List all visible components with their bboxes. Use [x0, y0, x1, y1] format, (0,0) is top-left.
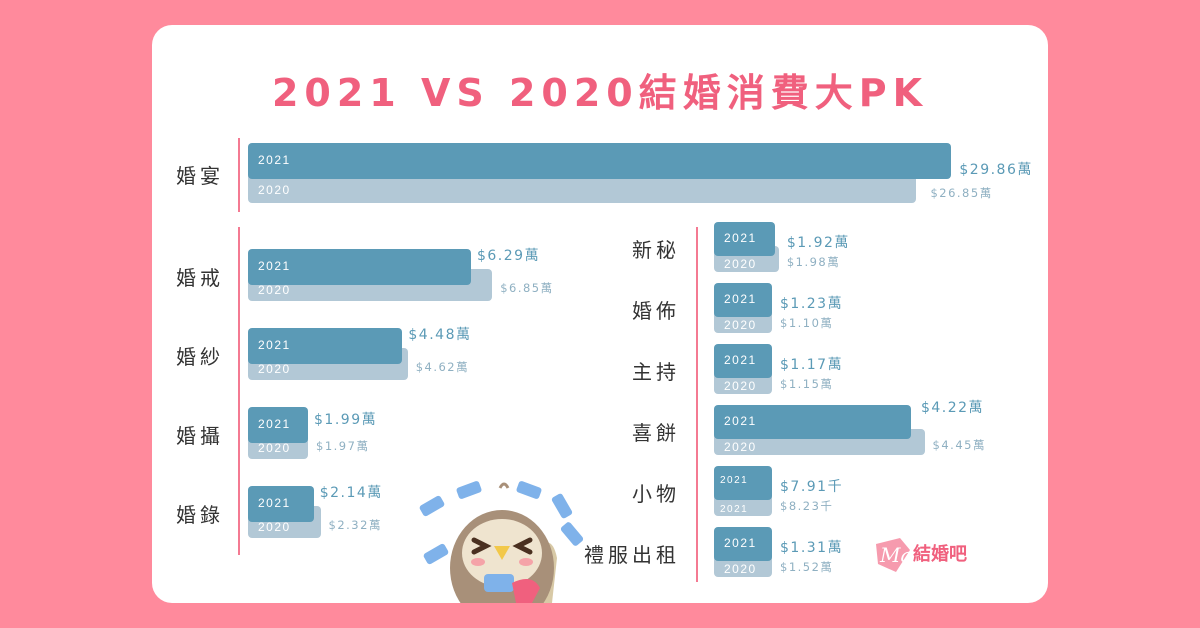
marry-logo-icon: Marry [876, 538, 944, 572]
bar-label-2021: 2021 [720, 475, 749, 486]
value-label-2021: $7.91千 [780, 479, 844, 495]
bar-2021: 2021 [248, 407, 309, 443]
value-label-2020: $26.85萬 [930, 186, 993, 200]
bar-label-2021: 2021 [724, 292, 757, 306]
category-label: 主持 [632, 360, 680, 384]
logo-text: 結婚吧 [913, 544, 967, 565]
category-label: 婚佈 [632, 299, 680, 323]
bar-label-2020: 2020 [258, 362, 291, 376]
value-label-2020: $8.23千 [780, 499, 834, 513]
value-label-2020: $2.32萬 [328, 518, 382, 532]
category-label: 婚攝 [176, 424, 224, 448]
value-label-2021: $4.48萬 [408, 327, 472, 343]
category-label: 小物 [632, 482, 680, 506]
chart-title: 2021 VS 2020結婚消費大PK [271, 71, 929, 115]
divider-left [238, 227, 240, 555]
bar-label-2020: 2020 [724, 440, 757, 454]
bar-label-2020: 2020 [724, 562, 757, 576]
value-label-2021: $4.22萬 [920, 400, 985, 416]
category-label: 婚紗 [176, 345, 224, 369]
value-label-2020: $6.85萬 [500, 281, 554, 295]
value-label-2020: $1.98萬 [786, 255, 841, 269]
category-label: 禮服出租 [584, 543, 680, 567]
bar-label-2021: 2021 [258, 417, 291, 431]
value-label-2021: $1.23萬 [780, 296, 844, 312]
value-label-2020: $4.45萬 [932, 438, 986, 452]
value-label-2020: $1.97萬 [316, 439, 370, 453]
bar-2021: 2021 [248, 328, 403, 364]
value-label-2020: $1.10萬 [780, 316, 834, 330]
bar-label-2020: 2020 [258, 520, 291, 534]
divider-top [238, 138, 240, 212]
value-label-2020: $1.52萬 [780, 560, 834, 574]
bar-2021: 2021 [714, 527, 772, 561]
category-label: 婚戒 [176, 266, 224, 290]
bar-label-2020: 2020 [258, 183, 291, 197]
value-label-2021: $29.86萬 [959, 162, 1033, 178]
bar-label-2021: 2021 [724, 231, 757, 245]
value-label-2020: $4.62萬 [415, 360, 470, 374]
sparrow-mascot-icon [419, 481, 584, 603]
bar-label-2021: 2021 [258, 496, 291, 510]
bar-label-2021: 2021 [258, 153, 291, 167]
bar-label-2020: 2020 [724, 257, 757, 271]
bar-label-2021: 2021 [258, 259, 291, 273]
bar-2021: 2021 [714, 222, 776, 256]
bar-2021: 2021 [248, 249, 471, 285]
logo-script-text: Marry [879, 543, 944, 567]
bar-2021: 2021 [248, 486, 314, 522]
bar-2021: 2021 [714, 344, 772, 378]
bar-2021: 2021 [714, 405, 911, 439]
bar-label-2021: 2021 [724, 353, 757, 367]
value-label-2020: $1.15萬 [780, 377, 834, 391]
divider-right [696, 227, 698, 582]
value-label-2021: $2.14萬 [319, 485, 383, 501]
bar-label-2021: 2021 [258, 338, 291, 352]
category-label: 婚宴 [176, 164, 224, 188]
value-label-2021: $1.31萬 [780, 540, 844, 556]
bar-label-2020: 2021 [720, 504, 749, 515]
bar-label-2021: 2021 [724, 414, 757, 428]
category-label: 喜餅 [632, 421, 680, 445]
bar-label-2020: 2020 [724, 318, 757, 332]
bar-2021: 2021 [714, 466, 772, 500]
bar-2021: 2021 [714, 283, 772, 317]
bar-label-2020: 2020 [724, 379, 757, 393]
bar-label-2020: 2020 [258, 441, 291, 455]
bar-2021: 2021 [248, 143, 952, 179]
value-label-2021: $1.92萬 [786, 235, 850, 251]
bar-label-2020: 2020 [258, 283, 291, 297]
category-label: 新秘 [632, 238, 680, 262]
value-label-2021: $1.99萬 [314, 412, 378, 428]
value-label-2021: $6.29萬 [476, 248, 541, 264]
bar-label-2021: 2021 [724, 536, 757, 550]
category-label: 婚錄 [176, 503, 224, 527]
value-label-2021: $1.17萬 [780, 357, 844, 373]
